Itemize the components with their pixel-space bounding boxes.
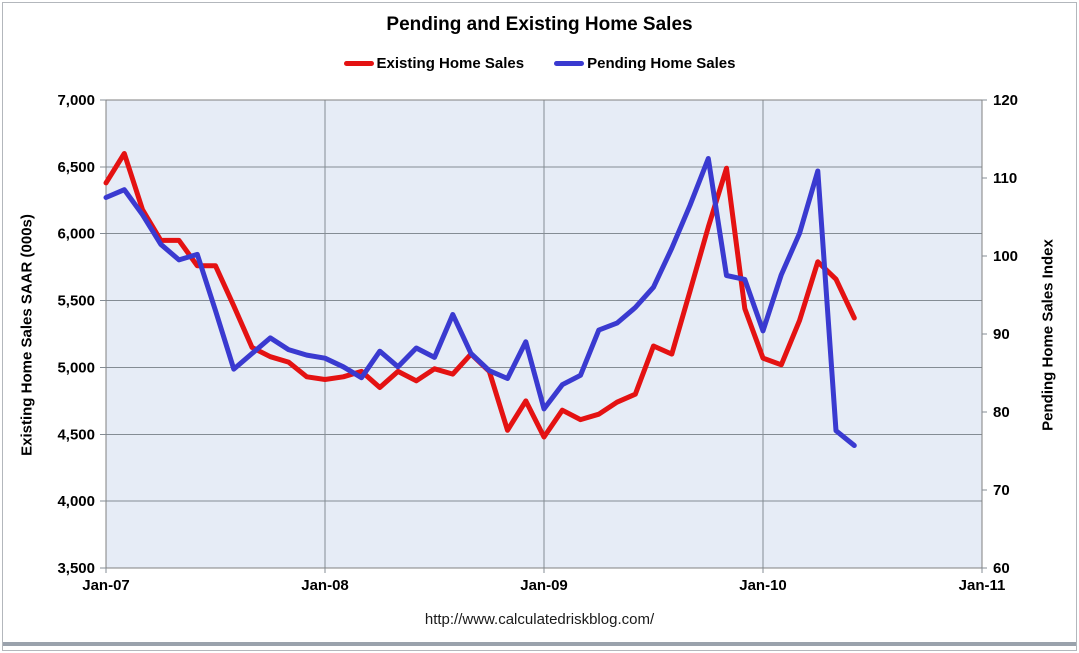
svg-text:100: 100 xyxy=(993,248,1018,265)
svg-text:Jan-10: Jan-10 xyxy=(739,577,787,594)
svg-text:120: 120 xyxy=(993,92,1018,109)
svg-text:7,000: 7,000 xyxy=(57,92,95,109)
legend-label-pending: Pending Home Sales xyxy=(587,55,736,72)
svg-text:3,500: 3,500 xyxy=(57,560,95,577)
chart-title: Pending and Existing Home Sales xyxy=(386,14,693,35)
right-axis-title: Pending Home Sales Index xyxy=(1039,239,1057,431)
svg-text:6,000: 6,000 xyxy=(57,226,95,243)
left-axis-title: Existing Home Sales SAAR (000s) xyxy=(18,214,36,456)
svg-text:5,000: 5,000 xyxy=(57,359,95,376)
svg-text:5,500: 5,500 xyxy=(57,293,95,310)
legend: Existing Home Sales Pending Home Sales xyxy=(0,55,1079,72)
svg-text:110: 110 xyxy=(993,170,1017,187)
existing-series-swatch-icon xyxy=(343,61,374,66)
svg-text:Jan-08: Jan-08 xyxy=(301,577,349,594)
svg-text:Jan-09: Jan-09 xyxy=(520,577,568,594)
svg-text:70: 70 xyxy=(993,482,1010,499)
footer-url: http://www.calculatedriskblog.com/ xyxy=(424,611,655,628)
svg-text:80: 80 xyxy=(993,404,1010,421)
svg-text:Jan-11: Jan-11 xyxy=(959,577,1006,594)
legend-item-pending: Pending Home Sales xyxy=(554,55,735,72)
svg-text:4,000: 4,000 xyxy=(57,493,95,510)
pending-series-swatch-icon xyxy=(554,61,585,66)
legend-label-existing: Existing Home Sales xyxy=(376,55,525,72)
svg-text:90: 90 xyxy=(993,326,1010,343)
svg-text:Jan-07: Jan-07 xyxy=(82,577,130,594)
svg-text:60: 60 xyxy=(993,560,1010,577)
bottom-edge-bar xyxy=(3,642,1076,646)
legend-item-existing: Existing Home Sales xyxy=(343,55,525,72)
svg-text:4,500: 4,500 xyxy=(57,426,95,443)
svg-text:6,500: 6,500 xyxy=(57,159,95,176)
